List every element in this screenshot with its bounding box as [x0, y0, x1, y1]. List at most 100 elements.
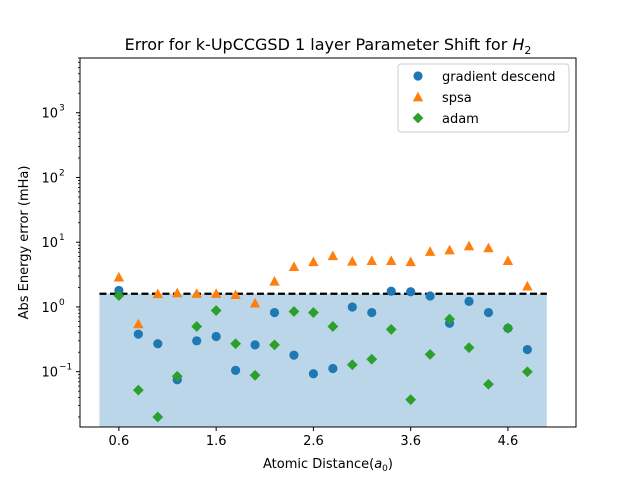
data-point	[424, 349, 436, 360]
data-point	[463, 342, 475, 354]
x-label-suffix: )	[388, 457, 393, 472]
data-point	[405, 394, 417, 406]
data-point	[172, 287, 183, 298]
data-point	[289, 350, 299, 360]
data-point	[385, 324, 397, 335]
data-point	[444, 313, 455, 325]
x-tick-label: 0.6	[109, 434, 130, 449]
x-label-math: a	[374, 457, 382, 472]
data-point	[483, 307, 494, 318]
data-point	[366, 353, 378, 365]
y-tick-exponent: 3	[59, 104, 65, 114]
data-point	[347, 302, 357, 312]
data-point	[327, 321, 339, 332]
y-tick-exponent: 0	[59, 298, 65, 308]
data-point	[346, 359, 358, 371]
data-point	[328, 363, 338, 374]
data-point	[153, 339, 163, 349]
title-math-sub: 2	[524, 44, 531, 57]
y-tick-exponent: 2	[59, 168, 65, 178]
data-point	[113, 271, 125, 282]
data-point	[250, 340, 260, 350]
legend-label: gradient descend	[442, 70, 556, 85]
data-point	[522, 344, 532, 355]
data-point	[269, 339, 280, 351]
data-point	[152, 411, 164, 423]
data-point	[152, 288, 164, 299]
data-point	[191, 288, 202, 298]
title-math: H	[512, 35, 524, 54]
threshold-fill	[99, 293, 547, 427]
y-tick-label: 10	[41, 171, 58, 186]
data-point	[230, 338, 242, 350]
data-point	[231, 365, 241, 375]
legend: gradient descend spsa adam	[397, 63, 570, 133]
data-point	[425, 291, 435, 301]
data-point	[288, 306, 300, 317]
x-tick-label: 3.6	[400, 434, 421, 449]
data-point	[210, 288, 222, 298]
data-point	[367, 307, 377, 318]
data-point	[288, 261, 300, 272]
series-gradient-descend	[114, 285, 532, 385]
data-point	[133, 318, 144, 329]
data-point	[464, 296, 474, 306]
data-point	[132, 384, 144, 396]
data-point	[269, 275, 280, 286]
data-point	[444, 244, 455, 255]
data-point	[249, 297, 261, 308]
legend-frame	[397, 63, 570, 133]
data-point	[424, 246, 436, 256]
data-point	[191, 321, 203, 332]
legend-label: adam	[442, 112, 479, 127]
data-point	[483, 242, 494, 253]
title-text: Error for k-UpCCGSD 1 layer Parameter Sh…	[125, 35, 513, 54]
chart-title: Error for k-UpCCGSD 1 layer Parameter Sh…	[125, 35, 532, 57]
data-point	[502, 322, 514, 334]
data-point	[347, 255, 358, 266]
series-spsa	[113, 240, 533, 329]
x-tick-label: 2.6	[303, 434, 324, 449]
y-axis-label: Abs Energy error (mHa)	[17, 166, 32, 320]
data-point	[521, 366, 533, 378]
y-tick-label: 10	[41, 366, 58, 381]
legend-marker	[413, 71, 423, 81]
data-point	[405, 256, 416, 267]
data-point	[308, 307, 319, 318]
legend-label: spsa	[442, 91, 472, 106]
data-point	[502, 255, 514, 266]
data-point	[406, 287, 416, 297]
data-point	[249, 369, 261, 381]
y-tick-exponent: 1	[59, 233, 65, 243]
legend-marker	[412, 91, 424, 102]
y-tick-exponent: −1	[59, 363, 72, 373]
data-point	[327, 250, 339, 261]
y-tick-label: 10	[41, 107, 58, 122]
data-point	[113, 290, 125, 301]
data-point	[366, 255, 377, 266]
data-point	[483, 378, 494, 390]
data-point	[133, 329, 143, 339]
x-label-math-sub: 0	[382, 464, 388, 474]
x-label-text: Atomic Distance(	[263, 457, 374, 472]
data-point	[308, 369, 319, 379]
data-point	[386, 255, 397, 266]
data-point	[171, 370, 183, 382]
data-point	[192, 336, 202, 346]
y-tick-label: 10	[41, 301, 58, 316]
x-tick-label: 4.6	[498, 434, 519, 449]
data-point	[211, 331, 221, 342]
series-adam	[113, 290, 533, 423]
data-point	[210, 305, 222, 316]
data-point	[463, 240, 475, 251]
data-point	[522, 280, 533, 291]
legend-marker	[412, 112, 424, 124]
plot-area	[99, 240, 547, 427]
data-point	[386, 286, 396, 296]
x-tick-label: 1.6	[206, 434, 227, 449]
data-point	[269, 307, 280, 318]
x-axis-label: Atomic Distance(a0)	[263, 457, 393, 474]
y-tick-label: 10	[41, 236, 58, 251]
